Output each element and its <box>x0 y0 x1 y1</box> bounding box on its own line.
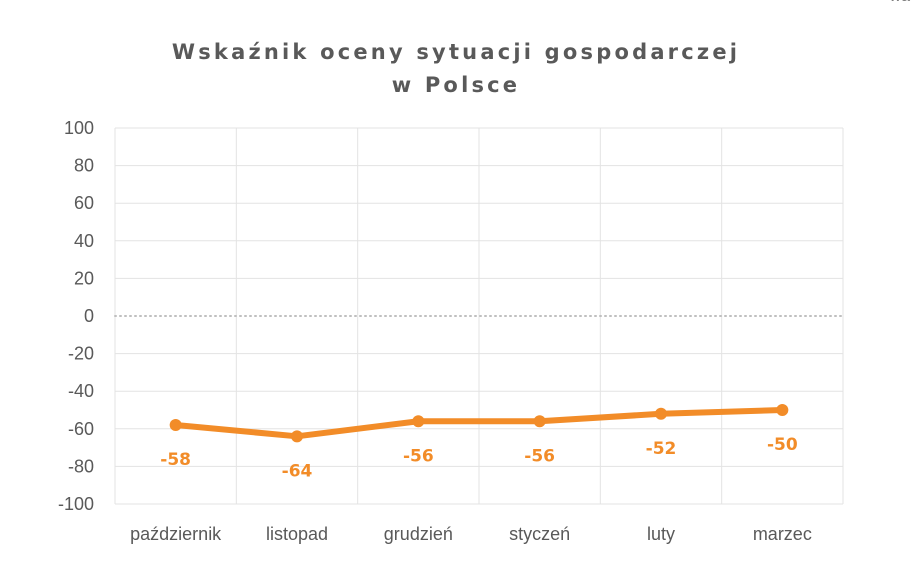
chart-title-line-2: w Polsce <box>391 73 521 97</box>
data-label: -56 <box>403 446 434 466</box>
y-tick-label: 80 <box>74 156 94 176</box>
data-point <box>291 430 303 443</box>
x-tick-label: październik <box>130 524 222 544</box>
data-point <box>655 407 667 420</box>
data-label: -64 <box>282 461 313 481</box>
data-label: -56 <box>524 446 555 466</box>
series-line <box>172 407 786 440</box>
data-point <box>169 419 182 432</box>
y-tick-label: -80 <box>68 456 94 476</box>
y-tick-label: 40 <box>74 231 94 251</box>
data-point <box>533 415 546 428</box>
chart-title: Wskaźnik oceny sytuacji gospodarczej w P… <box>0 36 912 102</box>
y-tick-label: 20 <box>74 268 94 288</box>
x-tick-label: marzec <box>753 524 812 544</box>
data-point <box>412 415 425 428</box>
data-labels: -58 -64 -56 -56 -52 -50 <box>160 435 798 481</box>
y-tick-label: 60 <box>74 193 94 213</box>
y-tick-label: -100 <box>58 494 94 514</box>
data-label: -52 <box>646 439 677 459</box>
corner-text: wa <box>890 0 910 6</box>
x-tick-label: styczeń <box>509 524 570 544</box>
y-axis-ticks: 100 80 60 40 20 0 -20 -40 -60 -80 -100 <box>58 118 94 514</box>
y-tick-label: -60 <box>68 419 94 439</box>
y-tick-label: 100 <box>64 118 94 138</box>
data-point <box>776 404 789 416</box>
x-axis-ticks: październik listopad grudzień styczeń luty ma… <box>130 524 812 544</box>
x-tick-label: luty <box>647 524 675 544</box>
x-tick-label: grudzień <box>384 524 453 544</box>
data-label: -50 <box>767 435 798 455</box>
y-tick-label: -20 <box>68 344 94 364</box>
chart-title-line-1: Wskaźnik oceny sytuacji gospodarczej <box>171 40 741 64</box>
y-tick-label: 0 <box>84 306 94 326</box>
x-tick-label: listopad <box>266 524 328 544</box>
data-label: -58 <box>160 450 191 470</box>
y-tick-label: -40 <box>68 381 94 401</box>
data-points <box>169 404 789 443</box>
